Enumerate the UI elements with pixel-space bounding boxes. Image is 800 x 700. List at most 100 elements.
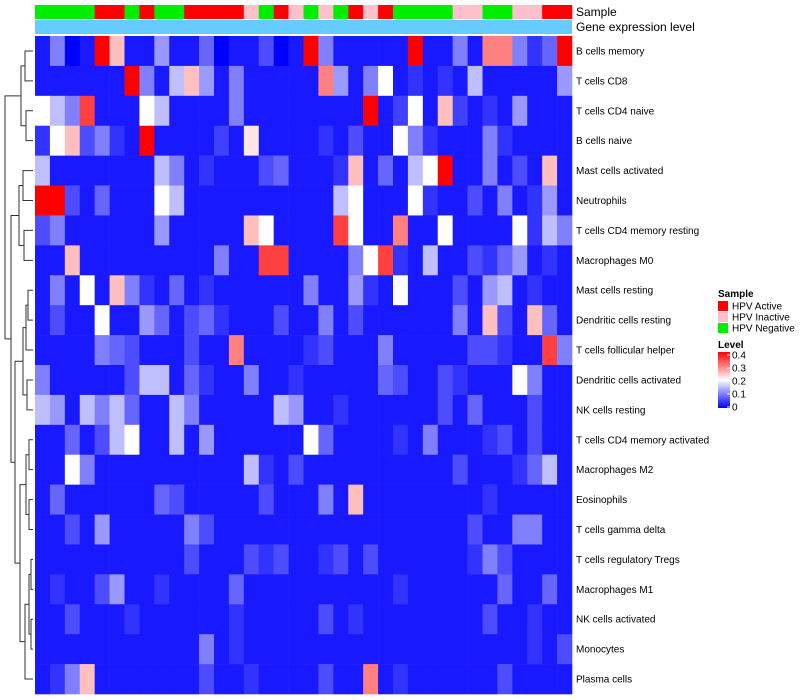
- level-tick-label: 0.1: [732, 390, 746, 401]
- heatmap-cell: [49, 574, 66, 605]
- heatmap-cell: [527, 365, 543, 396]
- heatmap-cell: [452, 125, 468, 156]
- heatmap-cell: [437, 155, 453, 186]
- heatmap-cell: [273, 604, 289, 635]
- heatmap-cell: [348, 65, 364, 97]
- heatmap-cell: [258, 454, 274, 485]
- heatmap-cell: [124, 574, 140, 605]
- heatmap-cell: [422, 155, 439, 186]
- heatmap-cell: [273, 215, 289, 246]
- sample-annotation-cell: [243, 5, 260, 19]
- heatmap-cell: [64, 185, 81, 216]
- heatmap-cell: [318, 514, 334, 545]
- heatmap-cell: [64, 514, 81, 545]
- heatmap-cell: [542, 125, 558, 156]
- heatmap-cell: [109, 95, 125, 127]
- heatmap-cell: [303, 215, 319, 246]
- heatmap-cell: [437, 544, 453, 575]
- sample-legend-label: HPV Active: [732, 302, 782, 313]
- heatmap-cell: [303, 305, 319, 336]
- heatmap-cell: [184, 514, 200, 545]
- heatmap-cell: [378, 424, 394, 456]
- heatmap-cell: [363, 484, 379, 515]
- heatmap-cell: [79, 155, 95, 186]
- heatmap-cell: [378, 664, 394, 695]
- heatmap-cell: [139, 604, 155, 635]
- heatmap-cell: [49, 394, 66, 426]
- heatmap-cell: [363, 155, 379, 186]
- heatmap-cell: [393, 305, 409, 336]
- heatmap-cell: [35, 275, 51, 306]
- heatmap-cell: [527, 484, 543, 515]
- heatmap-cell: [542, 544, 558, 575]
- heatmap-cell: [243, 484, 260, 515]
- heatmap-cell: [318, 365, 334, 396]
- heatmap-cell: [228, 125, 245, 156]
- heatmap-cell: [49, 305, 66, 336]
- heatmap-cell: [109, 514, 125, 545]
- heatmap-cell: [228, 664, 245, 695]
- heatmap-cell: [557, 664, 573, 695]
- heatmap-cell: [139, 454, 155, 485]
- heatmap-cell: [422, 305, 439, 336]
- heatmap-cell: [94, 36, 110, 67]
- heatmap-cell: [422, 125, 439, 156]
- heatmap-cell: [482, 65, 498, 97]
- heatmap-cell: [94, 185, 110, 216]
- heatmap-cell: [109, 185, 125, 216]
- sample-annotation-cell: [378, 5, 394, 19]
- heatmap-cell: [303, 155, 319, 186]
- heatmap-cell: [243, 424, 260, 456]
- heatmap-cell: [258, 65, 274, 97]
- heatmap-cell: [527, 544, 543, 575]
- heatmap-cell: [303, 365, 319, 396]
- heatmap-cell: [542, 155, 558, 186]
- heatmap-cell: [467, 215, 483, 246]
- heatmap-cell: [542, 95, 558, 127]
- heatmap-cell: [437, 574, 453, 605]
- heatmap-cell: [407, 36, 424, 67]
- heatmap-cell: [482, 394, 498, 426]
- heatmap-cell: [482, 454, 498, 485]
- heatmap-cell: [35, 185, 51, 216]
- heatmap-cell: [94, 634, 110, 665]
- heatmap-cell: [497, 514, 513, 545]
- heatmap-cell: [378, 454, 394, 485]
- heatmap-cell: [199, 95, 215, 127]
- heatmap-cell: [378, 634, 394, 665]
- heatmap-cell: [94, 544, 110, 575]
- heatmap-cell: [169, 275, 185, 306]
- heatmap-cell: [35, 305, 51, 336]
- expression-annotation-bar: [35, 20, 572, 34]
- heatmap-cell: [512, 215, 528, 246]
- heatmap-cell: [139, 65, 155, 97]
- heatmap-cell: [79, 424, 95, 456]
- heatmap-cell: [288, 36, 304, 67]
- row-label: Dendritic cells resting: [576, 316, 671, 327]
- heatmap-cell: [303, 484, 319, 515]
- heatmap-cell: [243, 394, 260, 426]
- heatmap-cell: [273, 335, 289, 366]
- heatmap-cell: [273, 424, 289, 456]
- heatmap-cell: [512, 95, 528, 127]
- heatmap-cell: [273, 664, 289, 695]
- heatmap-cell: [94, 335, 110, 366]
- heatmap-cell: [258, 185, 274, 216]
- heatmap-cell: [542, 305, 558, 336]
- heatmap-cell: [214, 215, 230, 246]
- heatmap-cell: [154, 245, 170, 276]
- heatmap-cell: [228, 36, 245, 67]
- heatmap-cell: [393, 574, 409, 605]
- heatmap-cell: [363, 634, 379, 665]
- heatmap-cell: [154, 544, 170, 575]
- heatmap-cell: [318, 604, 334, 635]
- heatmap-cell: [154, 454, 170, 485]
- heatmap-cell: [154, 394, 170, 426]
- heatmap-cell: [318, 36, 334, 67]
- heatmap-cell: [378, 36, 394, 67]
- heatmap-cell: [94, 394, 110, 426]
- heatmap-cell: [49, 335, 66, 366]
- heatmap-cell: [79, 514, 95, 545]
- heatmap-cell: [94, 484, 110, 515]
- row-label: Macrophages M1: [576, 585, 654, 596]
